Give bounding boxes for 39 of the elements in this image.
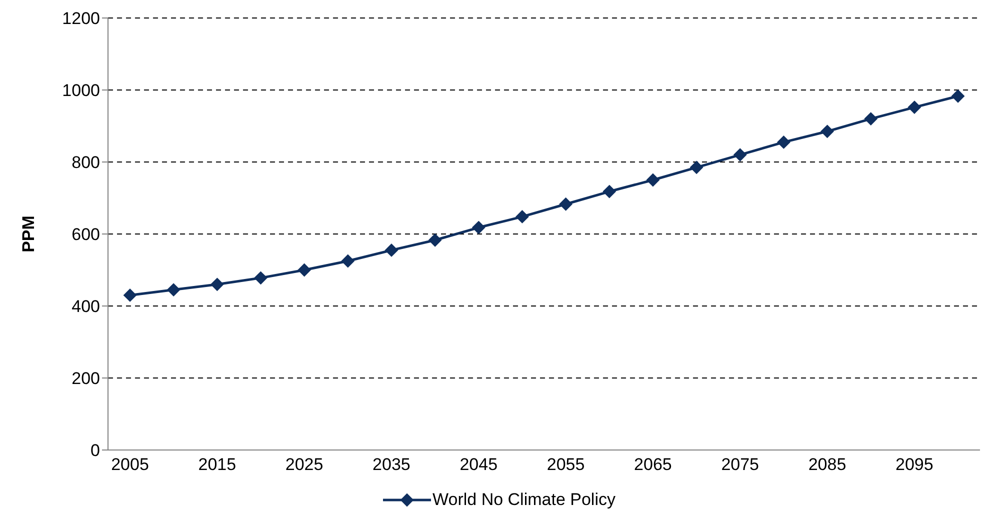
y-tick-label: 0 [90, 441, 100, 460]
point [777, 136, 790, 149]
point [602, 185, 616, 198]
x-tick-label: 2045 [460, 455, 498, 474]
point [820, 124, 834, 138]
point [384, 244, 398, 257]
point [341, 254, 354, 268]
x-tick-label: 2025 [285, 455, 324, 474]
x-tick-label: 2005 [111, 455, 149, 474]
point [298, 264, 311, 276]
y-tick-label: 1000 [62, 81, 100, 100]
y-tick-label: 1200 [62, 9, 100, 28]
x-tick-label: 2075 [721, 455, 760, 474]
point [124, 288, 136, 302]
point [646, 174, 660, 186]
point [690, 160, 704, 174]
y-tick-label: 200 [72, 369, 100, 388]
x-tick-label: 2095 [896, 455, 934, 474]
point [908, 100, 921, 114]
point [734, 148, 747, 162]
x-tick-label: 2015 [198, 455, 236, 474]
point [428, 234, 442, 247]
point [952, 90, 964, 103]
point [254, 271, 268, 284]
y-tick-label: 400 [72, 297, 100, 316]
point [559, 198, 572, 211]
point [516, 210, 529, 224]
point [167, 283, 180, 296]
x-tick-label: 2055 [546, 455, 585, 474]
y-tick-label: 800 [72, 153, 100, 172]
x-tick-label: 2085 [808, 455, 846, 474]
point [864, 112, 878, 126]
x-tick-label: 2065 [634, 455, 672, 474]
x-tick-label: 2035 [372, 455, 410, 474]
point [472, 221, 486, 234]
point [210, 278, 224, 291]
y-axis-title: PPM [19, 216, 38, 252]
legend-label: World No Climate Policy [432, 490, 616, 510]
y-tick-label: 600 [72, 225, 100, 244]
